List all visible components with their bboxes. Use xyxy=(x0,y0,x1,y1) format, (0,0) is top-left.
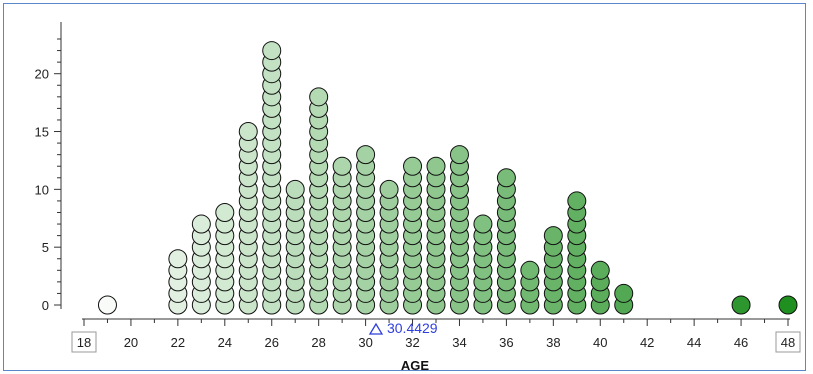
data-dot xyxy=(496,168,516,188)
x-tick-label: 26 xyxy=(264,335,278,350)
dot-stack-28 xyxy=(309,87,329,315)
mean-value-label: 30.4429 xyxy=(387,320,438,336)
dot-stack-30 xyxy=(356,145,376,315)
data-dot xyxy=(403,156,423,176)
x-axis: 18 20 22 24 26 28 30 32 34 36 38 40 42 44 46 48 xyxy=(71,318,801,353)
dot-stack-40 xyxy=(590,260,610,315)
dot-stack-22 xyxy=(168,249,188,315)
x-tick-label: 22 xyxy=(171,335,185,350)
data-dot xyxy=(449,145,469,165)
x-axis-title: AGE xyxy=(401,358,430,373)
dot-stack-46 xyxy=(731,295,751,315)
data-dot xyxy=(191,214,211,234)
dot-stack-35 xyxy=(473,214,493,315)
data-dot xyxy=(614,283,634,303)
y-tick-label: 0 xyxy=(42,298,49,313)
dot-stack-25 xyxy=(238,122,258,315)
data-dot xyxy=(262,41,282,61)
dot-stack-23 xyxy=(191,214,211,315)
data-dot xyxy=(778,295,798,315)
data-dot xyxy=(543,226,563,246)
dot-stack-38 xyxy=(543,226,563,315)
y-tick-label: 20 xyxy=(35,67,49,82)
data-dot xyxy=(168,249,188,269)
x-tick-label: 42 xyxy=(640,335,654,350)
data-dot xyxy=(520,260,540,280)
dot-stack-33 xyxy=(426,156,446,315)
mean-marker-group: 30.4429 xyxy=(368,320,438,336)
x-tick-label: 32 xyxy=(405,335,419,350)
mean-marker-icon xyxy=(368,322,384,335)
dot-stack-27 xyxy=(285,179,305,315)
y-tick-label: 15 xyxy=(35,125,49,140)
data-dot xyxy=(285,179,305,199)
data-dot xyxy=(473,214,493,234)
x-tick-label: 30 xyxy=(358,335,372,350)
y-tick-label: 10 xyxy=(35,182,49,197)
dot-stack-29 xyxy=(332,156,352,315)
y-tick-label: 5 xyxy=(42,240,49,255)
x-tick-label: 24 xyxy=(218,335,232,350)
x-tick-label: 28 xyxy=(311,335,325,350)
data-dot xyxy=(731,295,751,315)
dot-stack-41 xyxy=(614,283,634,315)
dot-stack-34 xyxy=(449,145,469,315)
x-tick-label: 40 xyxy=(593,335,607,350)
x-tick-label: 18 xyxy=(77,335,91,350)
data-dot xyxy=(356,145,376,165)
data-dot xyxy=(238,122,258,142)
x-tick-label: 48 xyxy=(781,335,795,350)
dot-stack-39 xyxy=(567,191,587,315)
x-tick-label: 36 xyxy=(499,335,513,350)
data-dot xyxy=(590,260,610,280)
boxed-tick-frame xyxy=(775,331,801,353)
data-dot xyxy=(426,156,446,176)
y-axis: 0 5 10 15 20 xyxy=(35,22,62,313)
x-tick-label: 20 xyxy=(124,335,138,350)
x-tick-label: 44 xyxy=(687,335,701,350)
dot-stack-32 xyxy=(403,156,423,315)
data-dot xyxy=(215,202,235,222)
data-dot xyxy=(567,191,587,211)
dot-stack-31 xyxy=(379,179,399,315)
data-dot xyxy=(309,87,329,107)
dot-stack-36 xyxy=(496,168,516,315)
boxed-tick-frame xyxy=(71,331,97,353)
dot-stack-19 xyxy=(97,295,117,315)
x-tick-label: 34 xyxy=(452,335,466,350)
data-dot xyxy=(332,156,352,176)
dot-stack-37 xyxy=(520,260,540,315)
dot-stacks xyxy=(97,41,798,315)
data-dot xyxy=(97,295,117,315)
x-tick-label: 38 xyxy=(546,335,560,350)
dot-stack-24 xyxy=(215,202,235,315)
dot-stack-48 xyxy=(778,295,798,315)
dot-stack-26 xyxy=(262,41,282,315)
data-dot xyxy=(379,179,399,199)
x-tick-label: 46 xyxy=(734,335,748,350)
